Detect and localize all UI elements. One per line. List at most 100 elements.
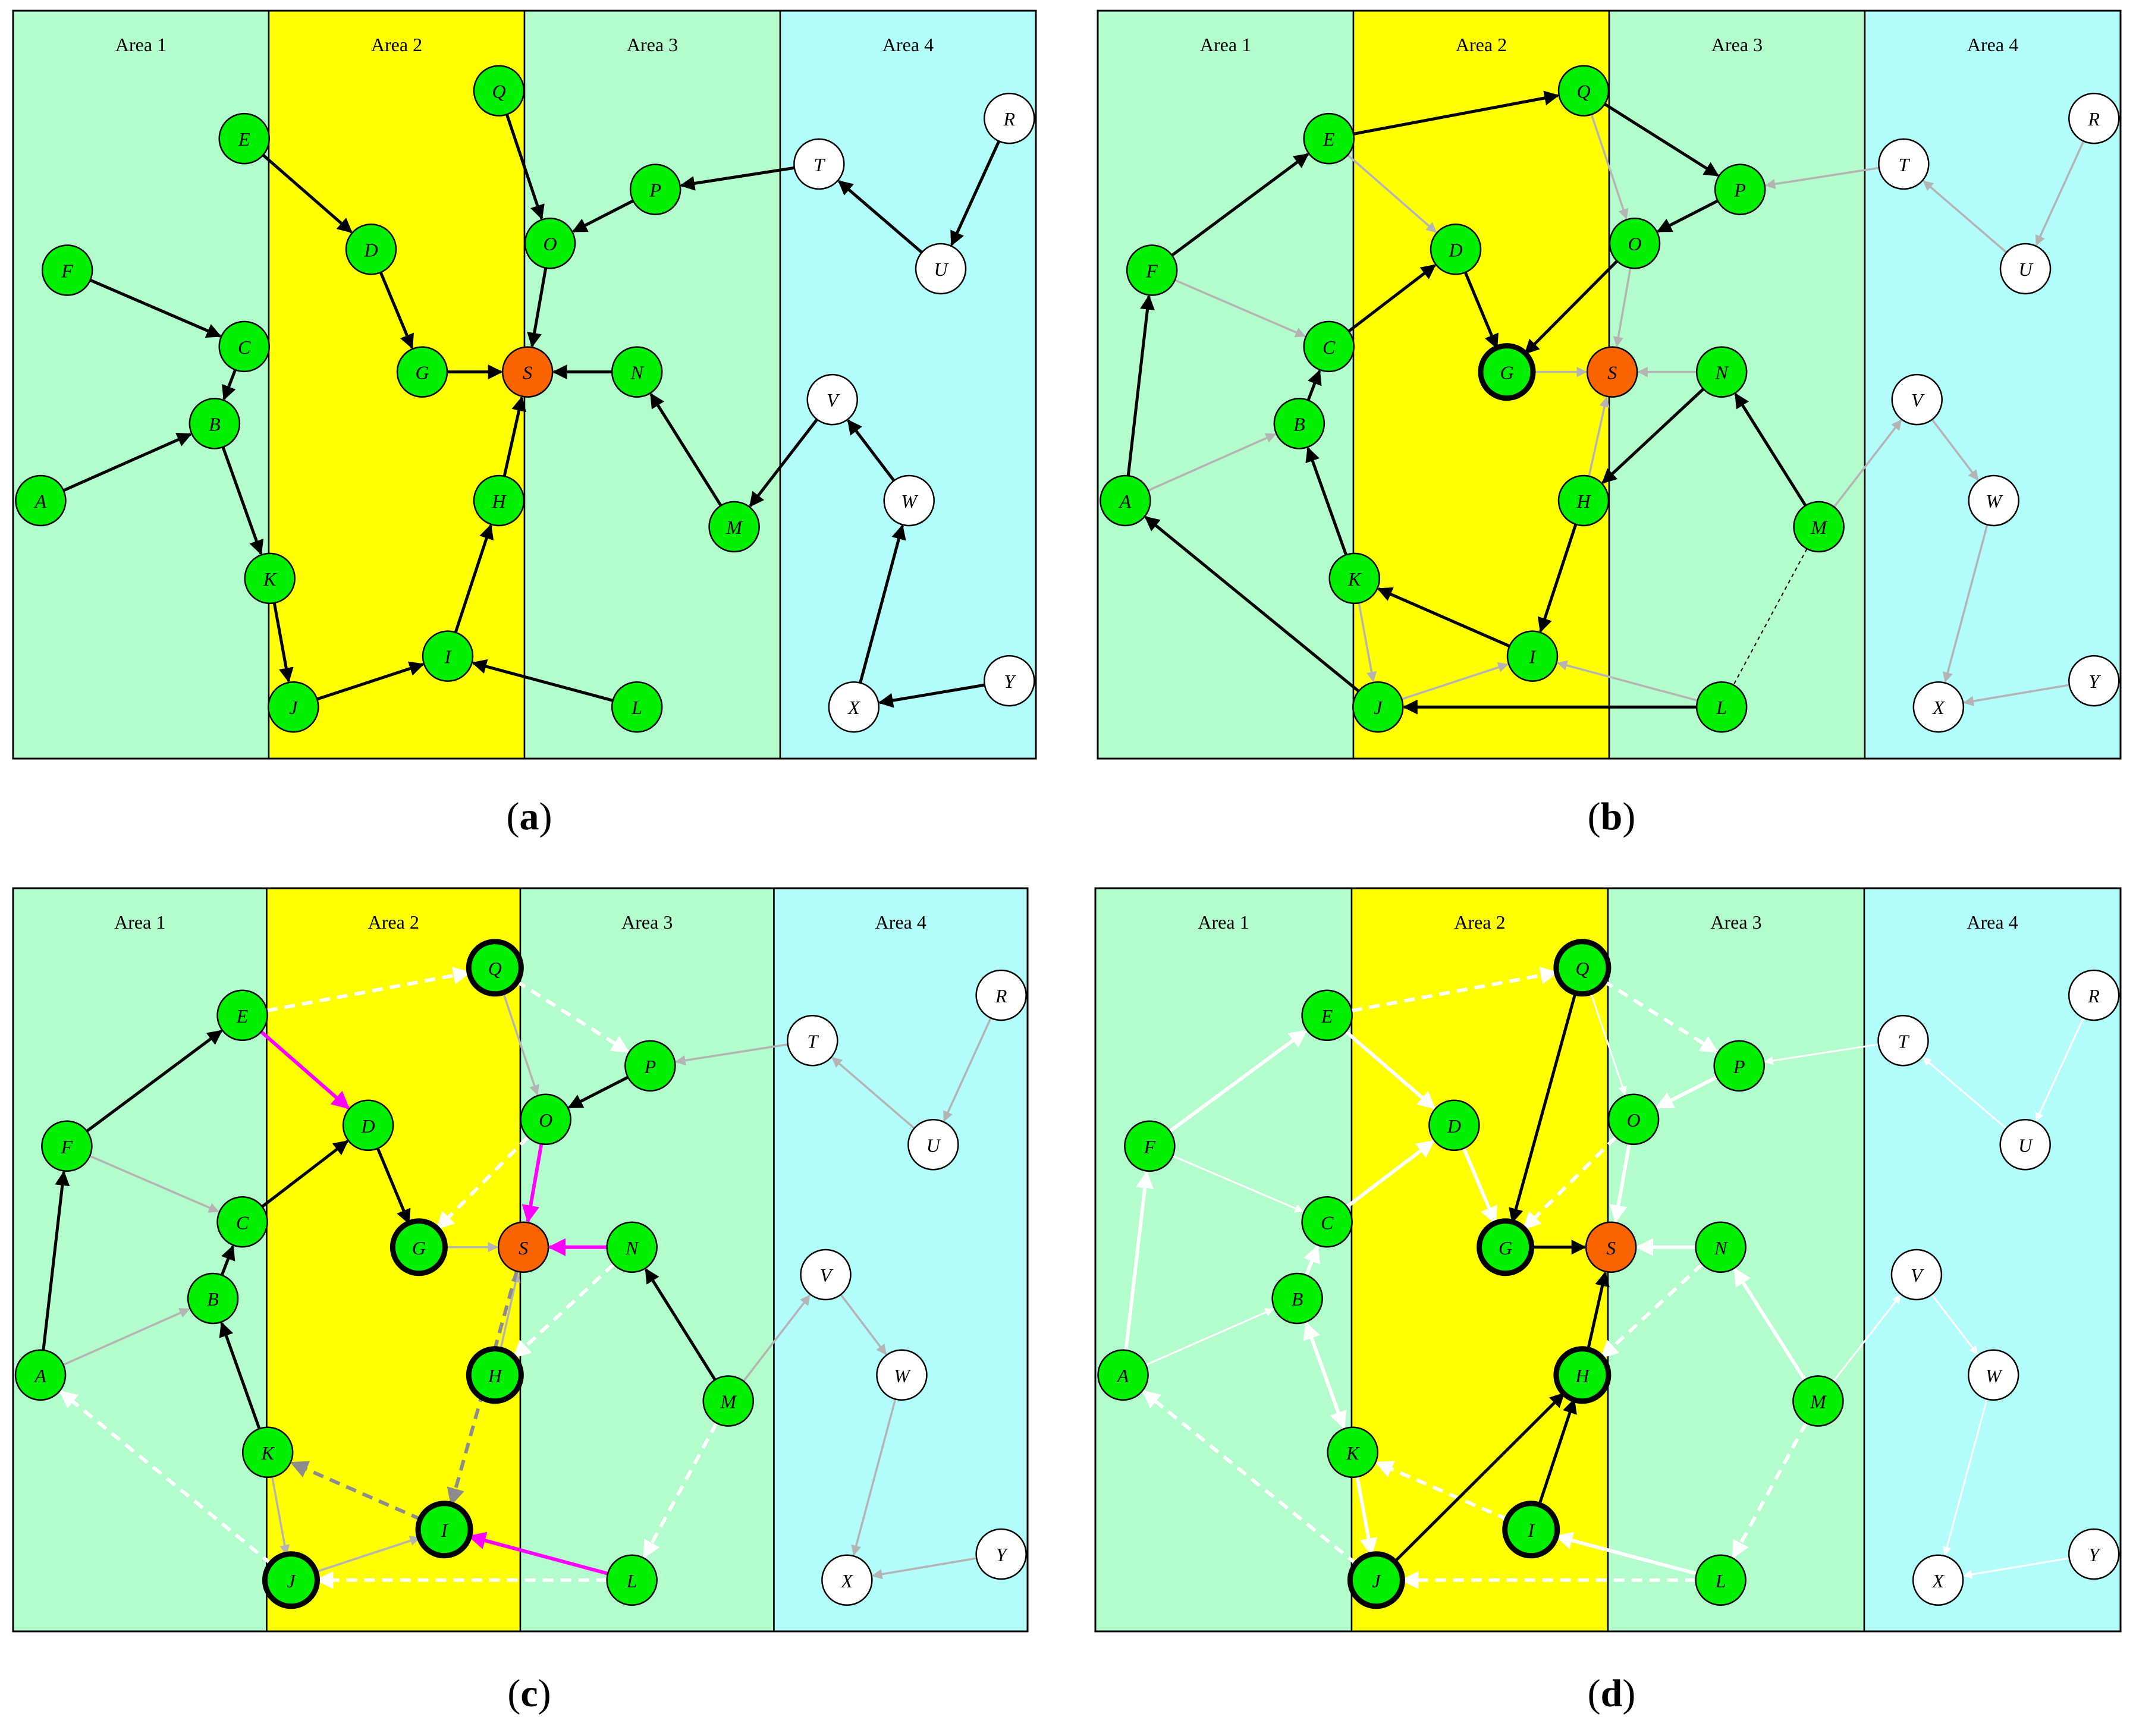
node-circle — [41, 1120, 93, 1172]
node-circle — [1506, 630, 1559, 682]
node-circle — [821, 1554, 873, 1606]
area-1-label: Area 1 — [114, 911, 165, 933]
node-k: K — [1328, 552, 1380, 605]
node-d: D — [342, 1099, 394, 1151]
node-label: P — [649, 180, 661, 201]
node-circle — [189, 398, 241, 449]
node-circle — [466, 939, 524, 997]
node-c: C — [216, 1196, 268, 1248]
edge-c-to-b — [222, 369, 237, 401]
node-circle — [702, 1375, 754, 1427]
node-q: Q — [1553, 939, 1612, 997]
node-f: F — [1126, 244, 1178, 296]
node-label: X — [840, 1570, 854, 1592]
edge-a-to-b — [62, 432, 192, 492]
node-circle — [1301, 1196, 1353, 1248]
node-circle — [1327, 1426, 1378, 1478]
node-circle — [624, 1040, 676, 1092]
edge-y-to-x — [871, 1557, 977, 1580]
node-r: R — [984, 92, 1035, 144]
panel-frame — [12, 10, 1037, 760]
node-h: H — [1557, 474, 1610, 527]
node-m: M — [1792, 1375, 1844, 1427]
edge-c-to-d — [261, 1140, 349, 1208]
nodes: A B C D E F G H I J K L M N O P Q R S T U V W X Y — [1097, 939, 2120, 1609]
node-circle — [1303, 320, 1355, 373]
edge-a-to-b — [1148, 433, 1277, 492]
node-label: I — [1529, 646, 1537, 668]
node-f: F — [41, 1120, 93, 1172]
node-d: D — [1428, 1099, 1480, 1151]
node-circle — [1553, 1346, 1612, 1404]
edge-p-to-o — [571, 199, 634, 233]
edge-d-to-g — [1463, 272, 1499, 350]
node-label: J — [287, 1570, 296, 1592]
node-k: K — [1327, 1426, 1378, 1478]
panel-caption: (b) — [1588, 795, 1636, 838]
node-label: U — [2018, 259, 2033, 280]
edge-i-to-k — [1377, 587, 1510, 648]
edge-d-to-g — [376, 1147, 411, 1225]
panel-c: Area 1 Area 2 Area 3 Area 4 A B C D E F G H I J K L M N O P… — [12, 887, 1029, 1715]
node-label: G — [415, 362, 429, 383]
edge-f-to-e — [1171, 153, 1309, 257]
node-circle — [2068, 969, 2120, 1021]
node-a: A — [15, 474, 67, 527]
node-v: V — [800, 1248, 852, 1301]
node-o: O — [1609, 217, 1661, 269]
node-label: V — [1911, 389, 1925, 411]
node-label: N — [630, 362, 645, 383]
edge-r-to-u — [2035, 1017, 2084, 1122]
node-label: F — [61, 260, 73, 282]
node-p: P — [1714, 163, 1766, 215]
node-circle — [787, 1015, 838, 1067]
node-label: A — [33, 1365, 46, 1386]
area-3-label: Area 3 — [627, 34, 678, 55]
edge-i-to-h — [1537, 1398, 1577, 1507]
node-q: Q — [473, 65, 525, 117]
node-circle — [466, 1346, 524, 1404]
node-circle — [1877, 1015, 1929, 1067]
node-circle — [793, 138, 845, 190]
node-circle — [216, 989, 268, 1041]
node-circle — [218, 320, 270, 373]
edge-f-to-c — [89, 278, 222, 338]
node-x: X — [1912, 681, 1965, 733]
node-label: B — [1293, 413, 1305, 435]
edge-n-to-h — [1601, 388, 1705, 484]
node-label: G — [1500, 362, 1513, 383]
node-w: W — [1967, 1349, 2019, 1401]
edge-a-to-f — [1126, 294, 1155, 476]
node-label: R — [2087, 985, 2100, 1007]
edge-f-to-e — [86, 1030, 223, 1133]
node-circle — [1585, 1221, 1637, 1273]
node-label: P — [1733, 1056, 1745, 1077]
area-2-label: Area 2 — [368, 911, 419, 933]
node-circle — [389, 1218, 448, 1276]
edge-l-to-i — [467, 1531, 608, 1575]
edge-b-to-k — [1304, 1321, 1347, 1430]
node-label: T — [813, 154, 825, 175]
node-label: N — [1715, 362, 1729, 383]
node-e: E — [218, 112, 270, 165]
edge-m-to-n — [644, 1268, 717, 1381]
edge-v-to-w — [1931, 419, 1979, 481]
node-m: M — [708, 501, 760, 553]
edge-e-to-d — [262, 153, 353, 234]
node-label: Y — [1004, 671, 1016, 692]
panel-caption: (c) — [507, 1672, 551, 1715]
node-circle — [244, 552, 296, 605]
node-circle — [1097, 1349, 1149, 1401]
panel-d: Area 1 Area 2 Area 3 Area 4 A B C D E F G H I J K L M N O P… — [1094, 887, 2122, 1715]
node-p: P — [629, 163, 681, 215]
node-circle — [1100, 474, 1151, 527]
node-l: L — [606, 1554, 658, 1606]
area-1-label: Area 1 — [1200, 34, 1251, 55]
node-e: E — [216, 989, 268, 1041]
node-circle — [1891, 373, 1943, 426]
node-circle — [1557, 65, 1610, 117]
node-label: Y — [2088, 671, 2101, 692]
panel-caption: (d) — [1588, 1672, 1636, 1715]
edge-j-to-i — [316, 661, 425, 701]
node-label: H — [488, 1365, 503, 1386]
